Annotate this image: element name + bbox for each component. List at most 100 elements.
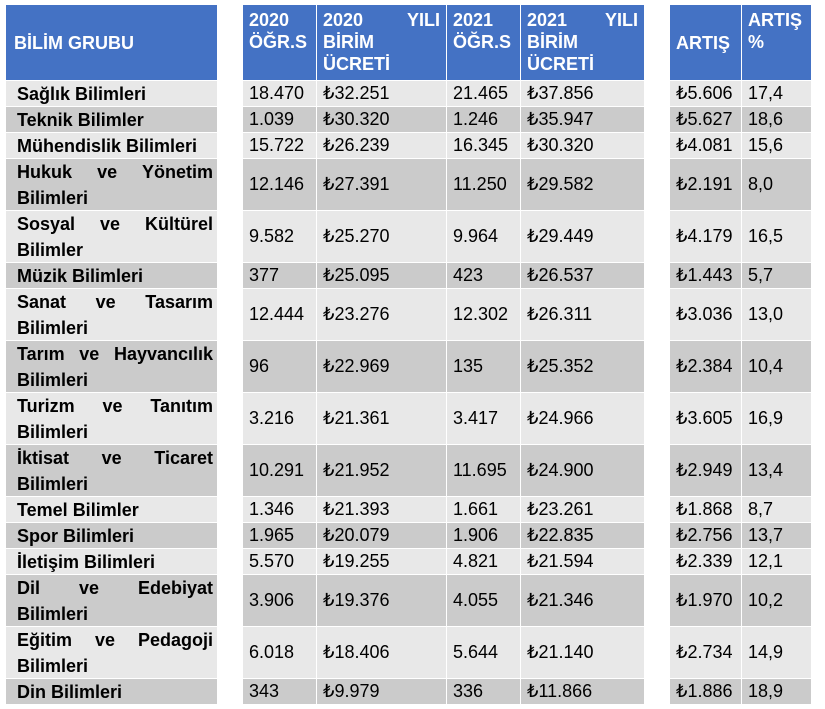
fee-2021-cell: ₺29.582 <box>521 159 645 211</box>
header-group: BİLİM GRUBU <box>6 5 218 81</box>
increase-cell: ₺1.886 <box>670 679 742 705</box>
group-name-cell: Temel Bilimler <box>6 497 218 523</box>
table-row: 3.906 ₺19.376 4.055 ₺21.346 <box>243 575 645 627</box>
students-2020-cell: 3.216 <box>243 393 317 445</box>
fee-2021-cell: ₺23.261 <box>521 497 645 523</box>
increase-cell: ₺5.627 <box>670 107 742 133</box>
table-row: 5.570 ₺19.255 4.821 ₺21.594 <box>243 549 645 575</box>
students-2020-cell: 9.582 <box>243 211 317 263</box>
increase-cell: ₺2.949 <box>670 445 742 497</box>
group-name-cell: Dil ve Edebiyat Bilimleri <box>6 575 218 627</box>
table-row: ₺5.627 18,6 <box>670 107 812 133</box>
table-row: ₺1.443 5,7 <box>670 263 812 289</box>
students-2021-cell: 135 <box>447 341 521 393</box>
students-2021-cell: 423 <box>447 263 521 289</box>
fee-2020-cell: ₺18.406 <box>317 627 447 679</box>
fee-2020-cell: ₺22.969 <box>317 341 447 393</box>
students-2020-cell: 3.906 <box>243 575 317 627</box>
students-2021-cell: 3.417 <box>447 393 521 445</box>
group-name-cell: Sağlık Bilimleri <box>6 81 218 107</box>
students-2021-cell: 1.661 <box>447 497 521 523</box>
students-2020-cell: 1.965 <box>243 523 317 549</box>
group-name-column: BİLİM GRUBU Sağlık Bilimleri Teknik Bilim… <box>6 5 218 705</box>
table-row: 1.965 ₺20.079 1.906 ₺22.835 <box>243 523 645 549</box>
table-row: ₺1.970 10,2 <box>670 575 812 627</box>
increase-pct-cell: 13,4 <box>742 445 812 497</box>
header-2020-students: 2020 ÖĞR.S <box>243 5 317 81</box>
students-2021-cell: 16.345 <box>447 133 521 159</box>
increase-pct-cell: 18,6 <box>742 107 812 133</box>
students-2021-cell: 11.695 <box>447 445 521 497</box>
group-name-text: Turizm ve Tanıtım Bilimleri <box>17 395 213 442</box>
group-name-cell: Spor Bilimleri <box>6 523 218 549</box>
students-2021-cell: 12.302 <box>447 289 521 341</box>
table-row: ₺2.191 8,0 <box>670 159 812 211</box>
group-name-text: Hukuk ve Yönetim Bilimleri <box>17 161 213 208</box>
increase-cell: ₺2.734 <box>670 627 742 679</box>
fee-2020-cell: ₺19.255 <box>317 549 447 575</box>
group-name-cell: İktisat ve Ticaret Bilimleri <box>6 445 218 497</box>
fee-2021-cell: ₺21.594 <box>521 549 645 575</box>
table-row: 343 ₺9.979 336 ₺11.866 <box>243 679 645 705</box>
students-2020-cell: 5.570 <box>243 549 317 575</box>
increase-pct-cell: 5,7 <box>742 263 812 289</box>
header-2020-fee: 2020 YILI BİRİM ÜCRETİ <box>317 5 447 81</box>
header-row-middle: 2020 ÖĞR.S 2020 YILI BİRİM ÜCRETİ 2021 Ö… <box>243 5 645 81</box>
fee-2020-cell: ₺25.270 <box>317 211 447 263</box>
group-name-text: Dil ve Edebiyat Bilimleri <box>17 577 213 624</box>
students-2020-cell: 18.470 <box>243 81 317 107</box>
fee-2021-cell: ₺26.311 <box>521 289 645 341</box>
header-increase-pct: ARTIŞ % <box>742 5 812 81</box>
students-2021-cell: 336 <box>447 679 521 705</box>
increase-cell: ₺5.606 <box>670 81 742 107</box>
fee-2021-cell: ₺21.140 <box>521 627 645 679</box>
fee-2021-cell: ₺29.449 <box>521 211 645 263</box>
table-row: 6.018 ₺18.406 5.644 ₺21.140 <box>243 627 645 679</box>
fee-2020-cell: ₺30.320 <box>317 107 447 133</box>
increase-pct-cell: 17,4 <box>742 81 812 107</box>
group-name-cell: Teknik Bilimler <box>6 107 218 133</box>
year-block-2020-2021: 2020 ÖĞR.S 2020 YILI BİRİM ÜCRETİ 2021 Ö… <box>243 5 645 705</box>
group-name-cell: Mühendislik Bilimleri <box>6 133 218 159</box>
group-name-text: İktisat ve Ticaret Bilimleri <box>17 447 213 494</box>
fee-2021-cell: ₺25.352 <box>521 341 645 393</box>
increase-pct-cell: 10,2 <box>742 575 812 627</box>
students-2020-cell: 12.444 <box>243 289 317 341</box>
header-row-increase: ARTIŞ ARTIŞ % <box>670 5 812 81</box>
fee-2020-cell: ₺23.276 <box>317 289 447 341</box>
table-row: ₺4.081 15,6 <box>670 133 812 159</box>
students-2020-cell: 10.291 <box>243 445 317 497</box>
increase-pct-cell: 16,9 <box>742 393 812 445</box>
group-name-cell: Hukuk ve Yönetim Bilimleri <box>6 159 218 211</box>
group-name-cell: Tarım ve Hayvancılık Bilimleri <box>6 341 218 393</box>
students-2020-cell: 1.039 <box>243 107 317 133</box>
fee-2020-cell: ₺25.095 <box>317 263 447 289</box>
table-row: ₺2.734 14,9 <box>670 627 812 679</box>
group-name-text: Müzik Bilimleri <box>17 265 144 286</box>
fee-2021-cell: ₺24.966 <box>521 393 645 445</box>
fee-2020-cell: ₺20.079 <box>317 523 447 549</box>
increase-pct-cell: 15,6 <box>742 133 812 159</box>
group-name-cell: Eğitim ve Pedagoji Bilimleri <box>6 627 218 679</box>
table-row: 9.582 ₺25.270 9.964 ₺29.449 <box>243 211 645 263</box>
increase-cell: ₺1.868 <box>670 497 742 523</box>
table-row: 96 ₺22.969 135 ₺25.352 <box>243 341 645 393</box>
increase-cell: ₺3.605 <box>670 393 742 445</box>
increase-pct-cell: 8,7 <box>742 497 812 523</box>
fee-2021-cell: ₺30.320 <box>521 133 645 159</box>
header-2021-students: 2021 ÖĞR.S <box>447 5 521 81</box>
fee-2020-cell: ₺19.376 <box>317 575 447 627</box>
group-name-text: Teknik Bilimler <box>17 109 144 130</box>
group-name-text: Din Bilimleri <box>17 681 123 702</box>
increase-pct-cell: 10,4 <box>742 341 812 393</box>
table-row: 3.216 ₺21.361 3.417 ₺24.966 <box>243 393 645 445</box>
group-name-cell: İletişim Bilimleri <box>6 549 218 575</box>
increase-cell: ₺2.756 <box>670 523 742 549</box>
increase-cell: ₺4.081 <box>670 133 742 159</box>
group-name-cell: Sanat ve Tasarım Bilimleri <box>6 289 218 341</box>
table-row: 15.722 ₺26.239 16.345 ₺30.320 <box>243 133 645 159</box>
group-name-text: Spor Bilimleri <box>17 525 135 546</box>
header-2021-fee: 2021 YILI BİRİM ÜCRETİ <box>521 5 645 81</box>
fee-2021-cell: ₺22.835 <box>521 523 645 549</box>
increase-cell: ₺4.179 <box>670 211 742 263</box>
